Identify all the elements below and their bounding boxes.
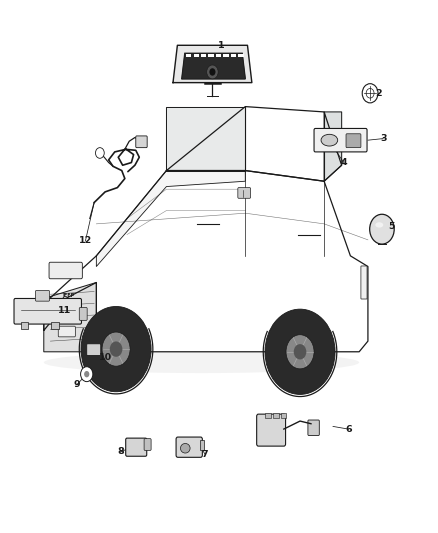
FancyBboxPatch shape [361, 266, 367, 299]
Polygon shape [44, 282, 96, 352]
FancyBboxPatch shape [14, 298, 81, 324]
Bar [208, 54, 214, 57]
Text: 5: 5 [389, 222, 395, 231]
Text: 6: 6 [345, 425, 352, 433]
Circle shape [209, 68, 215, 76]
Circle shape [265, 309, 335, 394]
Bar [194, 54, 199, 57]
Text: 2: 2 [375, 89, 382, 98]
Ellipse shape [44, 352, 359, 373]
FancyBboxPatch shape [144, 439, 151, 450]
Ellipse shape [375, 222, 383, 228]
Circle shape [370, 214, 394, 244]
Ellipse shape [321, 134, 338, 146]
Polygon shape [166, 107, 245, 171]
Text: 11: 11 [58, 306, 71, 314]
Text: 10: 10 [99, 353, 112, 361]
Circle shape [294, 344, 306, 359]
Polygon shape [324, 112, 342, 181]
FancyBboxPatch shape [58, 326, 75, 337]
Circle shape [81, 367, 93, 382]
Bar [186, 54, 191, 57]
Text: 1: 1 [218, 41, 225, 50]
FancyBboxPatch shape [257, 414, 286, 446]
Bar [223, 54, 229, 57]
Polygon shape [173, 45, 252, 83]
FancyBboxPatch shape [308, 420, 319, 435]
FancyBboxPatch shape [79, 308, 87, 320]
Polygon shape [96, 171, 245, 266]
FancyBboxPatch shape [238, 188, 251, 198]
Circle shape [286, 335, 314, 369]
Ellipse shape [180, 443, 190, 453]
Bar [273, 413, 279, 418]
Text: 7: 7 [201, 450, 208, 458]
Bar [216, 54, 221, 57]
FancyBboxPatch shape [176, 437, 202, 457]
Circle shape [102, 332, 130, 366]
FancyBboxPatch shape [346, 134, 361, 148]
Circle shape [362, 84, 378, 103]
FancyBboxPatch shape [314, 128, 367, 152]
Polygon shape [182, 53, 245, 79]
Circle shape [81, 306, 151, 392]
Bar [200, 440, 204, 450]
FancyBboxPatch shape [49, 262, 82, 279]
Bar [201, 54, 206, 57]
Polygon shape [166, 107, 342, 181]
Bar [231, 54, 236, 57]
Polygon shape [44, 171, 368, 352]
Bar [51, 322, 59, 329]
Circle shape [207, 65, 218, 79]
Circle shape [84, 371, 89, 377]
Text: 4: 4 [340, 158, 347, 167]
Circle shape [110, 342, 122, 357]
Bar [21, 322, 28, 329]
Bar [238, 54, 244, 57]
FancyBboxPatch shape [35, 290, 49, 301]
Circle shape [95, 148, 104, 158]
Bar [265, 413, 271, 418]
Text: 3: 3 [380, 134, 386, 143]
Bar [281, 413, 286, 418]
FancyBboxPatch shape [87, 344, 101, 356]
FancyBboxPatch shape [126, 438, 147, 456]
Text: JEEP: JEEP [62, 293, 74, 298]
Text: 8: 8 [117, 448, 124, 456]
Text: 9: 9 [73, 381, 80, 389]
FancyBboxPatch shape [136, 136, 147, 148]
Text: 12: 12 [79, 237, 92, 245]
